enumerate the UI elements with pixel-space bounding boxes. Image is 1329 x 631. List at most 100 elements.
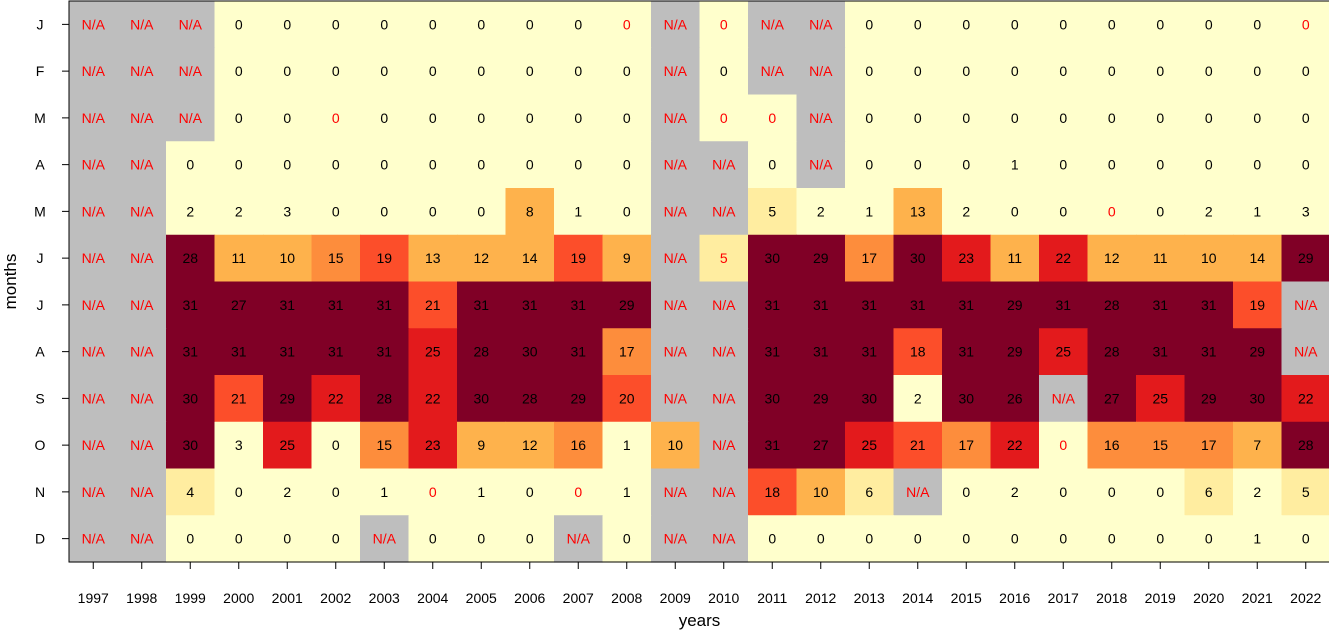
cell-value-label: 10	[279, 250, 295, 266]
heatmap-cell	[699, 94, 749, 142]
x-axis-title: years	[679, 611, 721, 630]
cell-value-label: 0	[865, 16, 873, 32]
cell-value-label: 9	[477, 437, 485, 453]
cell-value-label: 31	[279, 297, 295, 313]
cell-value-label: 2	[235, 203, 243, 219]
heatmap-cell	[311, 1, 361, 49]
y-tick-label: J	[37, 16, 44, 32]
cell-value-label: 0	[1156, 157, 1164, 173]
cell-value-label: 0	[768, 157, 776, 173]
cell-value-label: 10	[813, 484, 829, 500]
cell-value-label: 29	[1298, 250, 1314, 266]
cell-value-label: 0	[1156, 16, 1164, 32]
heatmap-cell	[1039, 1, 1089, 49]
heatmap-cell	[1039, 234, 1089, 283]
cell-value-label: N/A	[82, 110, 106, 126]
cell-value-label: 0	[332, 110, 340, 126]
heatmap-cell	[699, 141, 749, 189]
heatmap-cell	[1281, 47, 1329, 96]
cell-value-label: 0	[283, 110, 291, 126]
x-tick-label: 2015	[951, 590, 982, 606]
heatmap-cell	[796, 468, 846, 516]
heatmap-cell	[1184, 468, 1234, 516]
cell-value-label: 28	[522, 390, 538, 406]
cell-value-label: 0	[1108, 157, 1116, 173]
y-tick-label: M	[34, 203, 46, 219]
cell-value-label: 3	[235, 437, 243, 453]
heatmap-cell	[408, 94, 458, 142]
x-tick-label: 2009	[660, 590, 691, 606]
cell-value-label: 0	[1108, 63, 1116, 79]
x-tick-label: 2014	[902, 590, 933, 606]
heatmap-cell	[1233, 421, 1283, 470]
heatmap-cell	[1136, 281, 1186, 329]
heatmap-cell	[360, 515, 410, 563]
heatmap-cell	[263, 515, 313, 563]
heatmap-cell	[505, 468, 555, 516]
heatmap-cell	[1233, 515, 1283, 563]
heatmap-cell	[748, 328, 798, 376]
heatmap-cell	[699, 47, 749, 96]
heatmap-cell	[1233, 234, 1283, 283]
cell-value-label: 0	[1253, 110, 1261, 126]
x-tick-label: 1998	[126, 590, 157, 606]
heatmap-cell	[1039, 188, 1089, 236]
heatmap-cell	[408, 375, 458, 423]
cell-value-label: 2	[817, 203, 825, 219]
heatmap-cell	[1184, 47, 1234, 96]
cell-value-label: 0	[1059, 110, 1067, 126]
heatmap-cell	[1136, 188, 1186, 236]
heatmap-cell	[263, 421, 313, 470]
heatmap-cell	[117, 375, 167, 423]
heatmap-cell	[263, 141, 313, 189]
heatmap-cell	[1184, 281, 1234, 329]
cell-value-label: N/A	[130, 250, 154, 266]
cell-value-label: 0	[477, 16, 485, 32]
heatmap-cell	[602, 328, 652, 376]
cell-value-label: N/A	[82, 484, 106, 500]
cell-value-label: 15	[328, 250, 344, 266]
heatmap-cell	[845, 468, 895, 516]
heatmap-cell	[166, 468, 216, 516]
cell-value-label: 0	[1302, 531, 1310, 547]
cell-value-label: 3	[1302, 203, 1310, 219]
heatmap-cell	[214, 141, 264, 189]
cell-value-label: 0	[865, 531, 873, 547]
cell-value-label: 0	[526, 63, 534, 79]
heatmap-cell	[845, 375, 895, 423]
cell-value-label: 0	[477, 110, 485, 126]
heatmap-cell	[117, 468, 167, 516]
cell-value-label: 0	[574, 110, 582, 126]
heatmap-cell	[1039, 328, 1089, 376]
cell-value-label: 0	[623, 157, 631, 173]
heatmap-cell	[796, 281, 846, 329]
heatmap-cell	[699, 421, 749, 470]
cell-value-label: 0	[380, 157, 388, 173]
cell-value-label: N/A	[809, 157, 833, 173]
heatmap-cell	[990, 47, 1040, 96]
cell-value-label: 2	[186, 203, 194, 219]
heatmap-cell	[505, 421, 555, 470]
cell-value-label: 12	[522, 437, 538, 453]
cell-value-label: 20	[619, 390, 635, 406]
cell-value-label: 12	[473, 250, 489, 266]
heatmap-cell	[554, 94, 604, 142]
x-tick-label: 2016	[999, 590, 1030, 606]
cell-value-label: 0	[962, 157, 970, 173]
cell-value-label: 18	[764, 484, 780, 500]
cell-value-label: 22	[1298, 390, 1314, 406]
heatmap-cell	[360, 421, 410, 470]
heatmap-cell	[1233, 141, 1283, 189]
heatmap-cell	[1281, 515, 1329, 563]
heatmap-cell	[651, 328, 701, 376]
heatmap-cell	[408, 281, 458, 329]
heatmap-cell	[214, 281, 264, 329]
heatmap-cell	[214, 94, 264, 142]
heatmap-cell	[942, 188, 992, 236]
cell-value-label: 0	[1108, 110, 1116, 126]
cell-value-label: 0	[865, 110, 873, 126]
heatmap-cells	[69, 1, 1329, 563]
cell-value-label: 0	[962, 110, 970, 126]
heatmap-cell	[505, 515, 555, 563]
cell-value-label: 11	[1153, 250, 1168, 266]
